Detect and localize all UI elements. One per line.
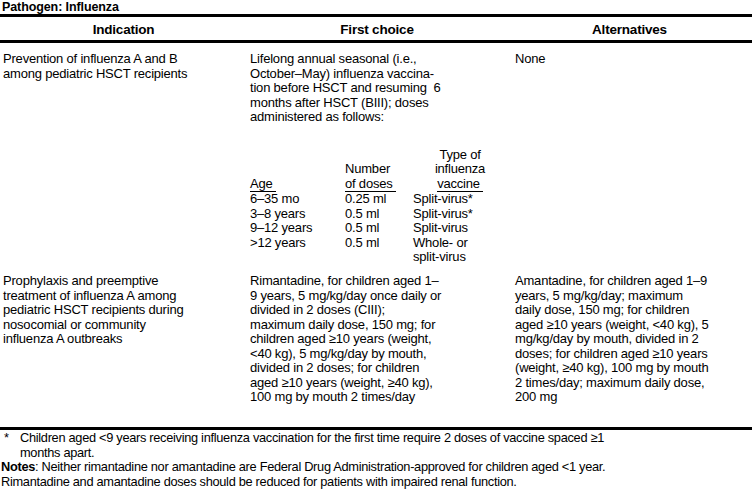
dose-table-age-header: Age (250, 148, 345, 193)
indication-cell: Prophylaxis and preemptive treatment of … (0, 274, 247, 347)
notes-text: : Neither rimantadine nor amantadine are… (1, 459, 605, 489)
footnote-marker: * (4, 431, 9, 446)
column-header-first-choice: First choice (247, 23, 507, 38)
dose-amount-cell: 0.5 ml (345, 207, 413, 222)
dose-amount-cell: 0.25 ml (345, 192, 413, 207)
dose-table-doses-header: Number of doses (345, 148, 413, 193)
table-body: Prevention of influenza A and B among pe… (0, 43, 752, 405)
notes-label: Notes (1, 459, 35, 474)
dose-age-cell: 9–12 years (250, 221, 345, 236)
dose-vaccine-cell: Split-virus (413, 221, 507, 236)
alternatives-cell: Amantadine, for children aged 1–9 years,… (507, 274, 752, 405)
first-choice-cell: Rimantadine, for children aged 1– 9 year… (247, 274, 507, 405)
dose-vaccine-cell: Whole- or split-virus (413, 236, 507, 265)
guideline-document: Pathogen: Influenza Indication First cho… (0, 0, 752, 498)
table-row-prophylaxis: Prophylaxis and preemptive treatment of … (0, 274, 752, 405)
asterisk-footnote: * Children aged <9 years receiving influ… (0, 431, 752, 460)
dose-age-cell: 3–8 years (250, 207, 345, 222)
vaccination-schedule-text: Lifelong annual seasonal (i.e., October–… (250, 52, 507, 125)
table-row-prevention: Prevention of influenza A and B among pe… (0, 43, 752, 274)
dose-amount-cell: 0.5 ml (345, 236, 413, 265)
first-choice-cell: Lifelong annual seasonal (i.e., October–… (247, 52, 507, 265)
dose-table: Age Number of doses Type of influenza va… (250, 148, 507, 265)
notes-footnote: Notes: Neither rimantadine nor amantadin… (0, 460, 752, 489)
table-header-row: Indication First choice Alternatives (0, 23, 752, 38)
dose-amount-cell: 0.5 ml (345, 221, 413, 236)
dose-vaccine-cell: Split-virus* (413, 207, 507, 222)
footnote-text: Children aged <9 years receiving influen… (20, 430, 604, 460)
dose-vaccine-cell: Split-virus* (413, 192, 507, 207)
column-header-indication: Indication (0, 23, 247, 38)
column-header-alternatives: Alternatives (507, 23, 752, 38)
dose-age-cell: 6–35 mo (250, 192, 345, 207)
top-rule (0, 14, 752, 17)
footnotes: * Children aged <9 years receiving influ… (0, 431, 752, 489)
dose-age-cell: >12 years (250, 236, 345, 265)
dose-table-type-header: Type of influenza vaccine (413, 148, 507, 193)
alternatives-cell: None (507, 52, 752, 67)
indication-cell: Prevention of influenza A and B among pe… (0, 52, 247, 81)
